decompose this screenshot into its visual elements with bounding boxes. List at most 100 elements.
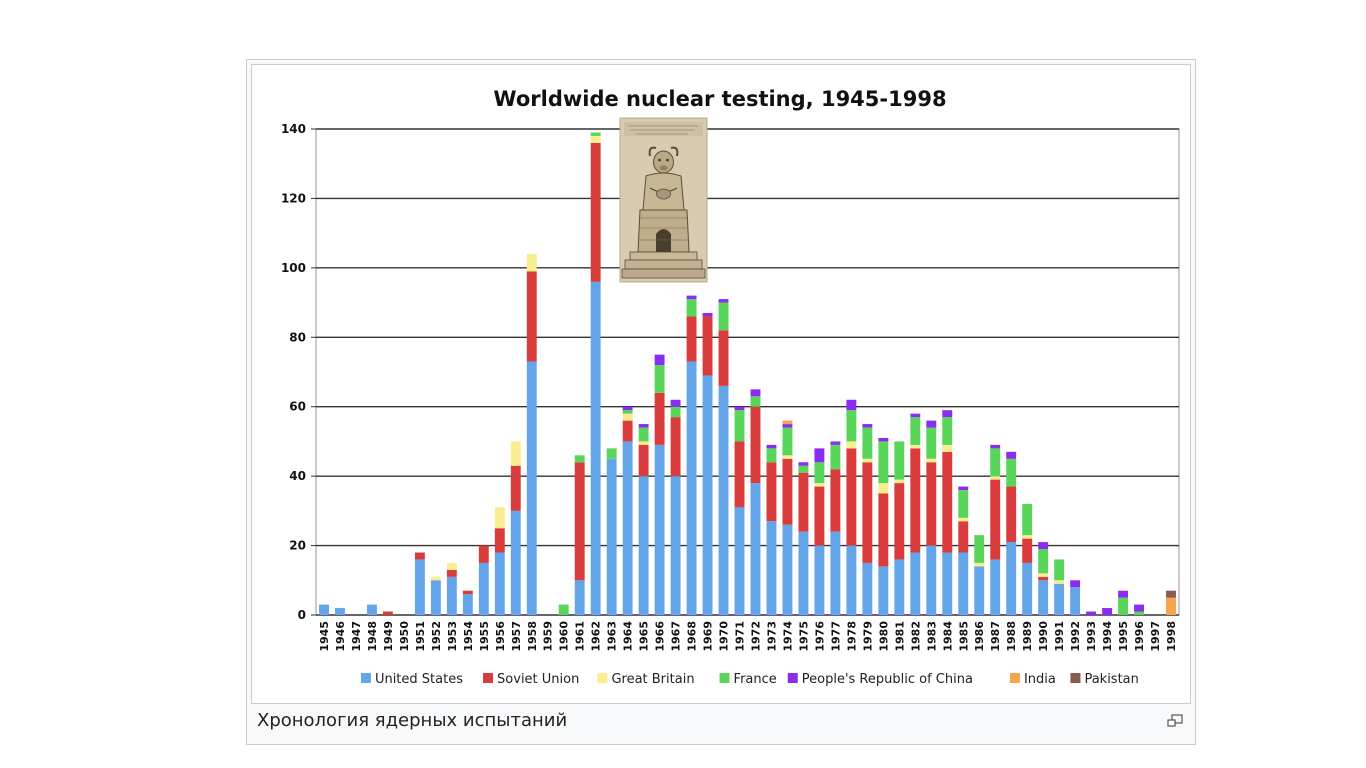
x-tick-label: 1951 — [414, 621, 427, 652]
bar-segment — [526, 361, 537, 615]
x-tick-label: 1954 — [462, 621, 475, 652]
bars-layer — [319, 132, 1176, 615]
bar-segment — [686, 361, 697, 615]
x-tick-label: 1956 — [494, 621, 507, 652]
x-tick-label: 1947 — [350, 621, 363, 652]
bar-segment — [1038, 573, 1049, 577]
bar-segment — [526, 253, 537, 272]
bar-segment — [942, 444, 953, 452]
legend-swatch — [597, 673, 608, 683]
y-tick-label: 60 — [289, 400, 306, 414]
bar-segment — [654, 365, 665, 393]
bar-segment — [622, 441, 633, 615]
bar-segment — [446, 562, 457, 570]
bar-segment — [878, 566, 889, 615]
bar-segment — [430, 576, 441, 581]
bar-segment — [1038, 549, 1049, 574]
y-tick-label: 0 — [298, 608, 306, 622]
bar-segment — [670, 406, 681, 418]
legend: United States Soviet Union Great Britain Fr… — [360, 672, 1139, 687]
bar-segment — [894, 559, 905, 615]
legend-label: Soviet Union — [497, 672, 579, 687]
bar-segment — [1102, 608, 1113, 615]
bar-segment — [1134, 604, 1144, 612]
bar-segment — [446, 569, 457, 577]
bar-segment — [574, 462, 585, 581]
x-tick-label: 1970 — [718, 621, 731, 652]
bar-segment — [494, 552, 505, 615]
bar-segment — [606, 458, 617, 615]
bar-segment — [1166, 597, 1176, 615]
x-tick-label: 1953 — [446, 621, 459, 652]
bar-segment — [590, 281, 601, 615]
bar-segment — [910, 417, 921, 445]
magnify-clip-icon[interactable] — [1167, 713, 1183, 727]
x-tick-label: 1958 — [526, 621, 539, 652]
bar-segment — [1054, 559, 1065, 581]
chart-image[interactable]: Worldwide nuclear testing, 1945-1998 0 20… — [251, 64, 1191, 704]
bar-segment — [782, 420, 793, 425]
x-tick-label: 1983 — [925, 621, 938, 652]
bar-segment — [462, 594, 473, 615]
bar-segment — [830, 531, 841, 615]
bar-segment — [366, 604, 377, 615]
y-tick-label: 20 — [289, 539, 306, 553]
x-tick-label: 1997 — [1149, 621, 1162, 652]
bar-segment — [958, 490, 969, 518]
bar-segment — [942, 417, 953, 445]
legend-label: Great Britain — [611, 672, 694, 687]
bar-segment — [638, 427, 649, 442]
y-tick-label: 40 — [289, 469, 306, 483]
bar-segment — [686, 295, 697, 300]
x-tick-label: 1975 — [797, 621, 810, 652]
bar-segment — [1022, 503, 1033, 536]
x-tick-label: 1950 — [398, 621, 411, 652]
bar-segment — [654, 444, 665, 615]
x-tick-label: 1972 — [749, 621, 762, 652]
bar-segment — [814, 448, 825, 463]
bar-segment — [702, 312, 713, 317]
bar-segment — [798, 472, 809, 532]
bar-segment — [766, 462, 777, 522]
x-tick-label: 1946 — [334, 621, 347, 652]
bar-segment — [638, 441, 649, 445]
bar-segment — [782, 424, 793, 428]
x-tick-label: 1978 — [845, 621, 858, 652]
x-tick-label: 1952 — [430, 621, 443, 652]
bar-segment — [750, 396, 761, 407]
bar-segment — [414, 559, 425, 615]
bar-segment — [766, 448, 777, 463]
x-tick-label: 1969 — [702, 621, 715, 652]
bar-segment — [702, 375, 713, 615]
bar-segment — [830, 441, 841, 445]
bar-segment — [319, 604, 329, 615]
bar-segment — [430, 580, 441, 615]
legend-swatch — [360, 673, 371, 683]
bar-segment — [958, 521, 969, 553]
bar-segment — [702, 316, 713, 376]
bar-segment — [510, 465, 521, 511]
bar-segment — [734, 406, 745, 411]
bar-segment — [958, 552, 969, 615]
bar-segment — [750, 389, 761, 397]
x-tick-label: 1960 — [558, 621, 571, 652]
chart-title: Worldwide nuclear testing, 1945-1998 — [493, 87, 946, 111]
x-tick-label: 1949 — [382, 621, 395, 652]
bar-segment — [830, 469, 841, 532]
bar-segment — [942, 451, 953, 553]
x-tick-label: 1998 — [1165, 621, 1178, 652]
bar-segment — [894, 441, 905, 480]
x-tick-label: 1945 — [318, 621, 331, 652]
grid-layer — [315, 128, 1180, 616]
bar-segment — [878, 437, 889, 442]
x-tick-label: 1987 — [989, 621, 1002, 652]
bar-segment — [1054, 583, 1065, 615]
x-tick-label: 1955 — [478, 621, 491, 652]
bar-segment — [958, 517, 969, 522]
bar-segment — [846, 545, 857, 615]
x-tick-label: 1966 — [654, 621, 667, 652]
bar-segment — [814, 545, 825, 615]
bar-segment — [926, 462, 937, 546]
bar-segment — [750, 406, 761, 484]
bar-segment — [926, 458, 937, 463]
